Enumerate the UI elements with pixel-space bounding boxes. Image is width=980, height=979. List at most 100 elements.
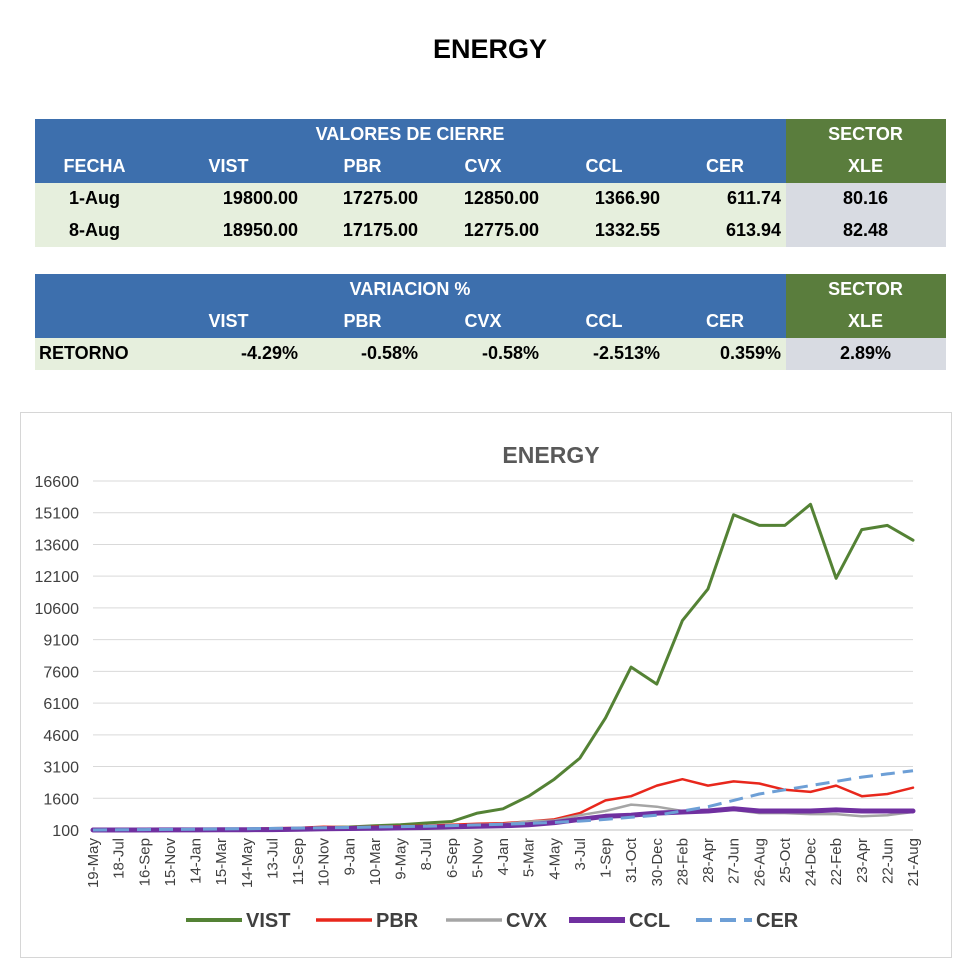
value-cell: 19800.00 (154, 182, 303, 215)
return-cell: 0.359% (664, 337, 786, 370)
x-tick-label: 6-Sep (444, 838, 461, 878)
series-line-pbr (91, 777, 915, 832)
x-tick-label: 30-Dec (649, 838, 666, 887)
value-cell: 1366.90 (543, 182, 665, 215)
closing-values-header: VALORES DE CIERRE (34, 118, 786, 151)
x-tick-label: 22-Feb (828, 838, 845, 886)
y-tick-label: 6100 (43, 696, 79, 713)
x-tick-label: 19-May (85, 838, 102, 889)
table-row: RETORNO -4.29% -0.58% -0.58% -2.513% 0.3… (34, 337, 946, 370)
x-tick-label: 11-Sep (290, 838, 307, 885)
y-axis: 100 1600 3100 4600 6100 7600 9100 10600 12100 136… (35, 474, 80, 840)
x-tick-label: 16-Sep (136, 838, 153, 886)
y-tick-label: 12100 (35, 569, 80, 586)
x-tick-label: 1-Sep (598, 838, 615, 878)
x-tick-label: 28-Feb (674, 838, 691, 886)
y-tick-label: 15100 (35, 506, 80, 523)
value-cell: 17275.00 (302, 182, 423, 215)
x-tick-label: 31-Oct (623, 837, 640, 883)
x-tick-label: 15-Mar (213, 838, 230, 886)
chart-container: ENERGY 100 1600 3100 4600 6100 7600 9100 10600 1… (20, 412, 952, 958)
closing-values-table: VALORES DE CIERRE SECTOR FECHA VIST PBR … (34, 118, 946, 279)
value-cell: 18950.00 (154, 214, 303, 247)
x-tick-label: 21-Aug (905, 838, 922, 886)
sector-header: SECTOR (785, 118, 946, 151)
sector-header: SECTOR (785, 273, 946, 306)
x-tick-label: 8-Jul (418, 838, 435, 871)
column-header-cer: CER (664, 150, 786, 183)
return-label-cell: RETORNO (34, 337, 155, 370)
x-tick-label: 28-Apr (700, 838, 717, 883)
page-title: ENERGY (432, 34, 548, 64)
column-header-cvx: CVX (422, 150, 544, 183)
sector-value-cell: 82.48 (785, 214, 946, 247)
legend-label-ccl: CCL (629, 910, 670, 932)
x-tick-label: 23-Apr (854, 838, 871, 883)
y-tick-label: 13600 (35, 537, 80, 554)
x-tick-label: 26-Aug (751, 838, 768, 886)
value-cell: 613.94 (664, 214, 786, 247)
y-tick-label: 100 (52, 823, 79, 840)
x-tick-label: 22-Jun (879, 838, 896, 884)
table-row: 1-Aug 19800.00 17275.00 12850.00 1366.90… (34, 182, 946, 215)
spacer-row (35, 370, 946, 402)
x-tick-label: 15-Nov (162, 838, 179, 887)
table-row: 8-Aug 18950.00 17175.00 12775.00 1332.55… (34, 214, 946, 247)
return-cell: -4.29% (154, 337, 303, 370)
x-tick-label: 14-Jan (188, 838, 205, 884)
x-tick-label: 5-Nov (469, 838, 486, 879)
series-line-ccl (90, 806, 916, 833)
column-header-ccl: CCL (543, 305, 665, 338)
legend-label-vist: VIST (246, 910, 290, 932)
legend-label-cer: CER (756, 910, 799, 932)
series-line-vist (91, 502, 915, 832)
value-cell: 611.74 (664, 182, 786, 215)
value-cell: 12850.00 (422, 182, 544, 215)
column-header-ccl: CCL (543, 150, 665, 183)
x-tick-label: 4-May (546, 838, 563, 880)
x-tick-label: 10-Mar (367, 838, 384, 886)
column-header-fecha: FECHA (34, 150, 155, 183)
line-chart: ENERGY 100160031004600610076009100106001… (35, 442, 923, 932)
date-cell: 1-Aug (34, 182, 155, 215)
x-tick-label: 14-May (239, 838, 256, 889)
x-tick-label: 10-Nov (316, 838, 333, 887)
x-tick-label: 18-Jul (111, 838, 128, 879)
y-tick-label: 3100 (43, 760, 79, 777)
legend-label-cvx: CVX (506, 910, 548, 932)
sector-value-cell: 80.16 (785, 182, 946, 215)
value-cell: 17175.00 (302, 214, 423, 247)
column-header-vist: VIST (154, 150, 303, 183)
legend: VIST PBR CVX CCL CER (186, 910, 799, 932)
return-cell: -0.58% (422, 337, 544, 370)
value-cell: 1332.55 (543, 214, 665, 247)
y-tick-label: 1600 (43, 791, 79, 808)
chart-title: ENERGY (502, 442, 599, 468)
series-line-cer (92, 769, 914, 832)
x-tick-label: 13-Jul (264, 838, 281, 879)
column-header-xle: XLE (785, 150, 946, 183)
variation-header: VARIACION % (34, 273, 786, 306)
y-tick-label: 16600 (35, 474, 80, 491)
column-header-vist: VIST (154, 305, 303, 338)
x-tick-label: 4-Jan (495, 838, 512, 876)
return-cell: -0.58% (302, 337, 423, 370)
column-header-xle: XLE (785, 305, 946, 338)
series-lines (90, 502, 916, 833)
x-tick-label: 27-Jun (726, 838, 743, 884)
return-cell: -2.513% (543, 337, 665, 370)
variation-table: VARIACION % SECTOR VIST PBR CVX CCL CER … (34, 273, 946, 402)
x-tick-label: 5-Mar (521, 838, 538, 877)
x-axis: 19-May 18-Jul 16-Sep 15-Nov 14-Jan 15-Mar 14-M… (85, 829, 922, 889)
y-tick-label: 10600 (35, 601, 80, 618)
x-tick-label: 3-Jul (572, 838, 589, 871)
value-cell: 12775.00 (422, 214, 544, 247)
column-header-pbr: PBR (302, 305, 423, 338)
column-header-blank (34, 305, 155, 338)
sector-return-cell: 2.89% (785, 337, 946, 370)
y-tick-label: 4600 (43, 728, 79, 745)
y-tick-label: 7600 (43, 664, 79, 681)
gridlines (93, 480, 913, 799)
column-header-cer: CER (664, 305, 786, 338)
x-tick-label: 9-Jan (341, 838, 358, 876)
